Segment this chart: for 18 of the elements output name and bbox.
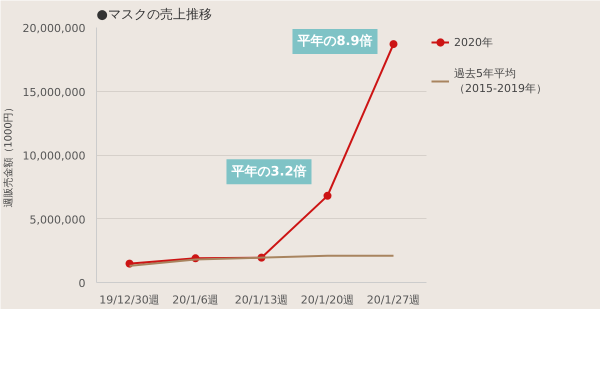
legend-label: 2020年 — [454, 34, 493, 50]
y-tick-label: 0 — [78, 277, 86, 290]
x-tick-label: 19/12/30週 — [99, 294, 160, 306]
annotation: 平年の8.9倍 — [296, 33, 372, 49]
y-tick-label: 10,000,000 — [22, 150, 86, 162]
y-tick-label: 20,000,000 — [22, 22, 86, 35]
point — [390, 40, 398, 48]
x-tick-label: 20/1/27週 — [366, 294, 420, 306]
x-tick-label: 20/1/13週 — [234, 294, 288, 306]
y-axis-title: 週販売金額（1000円） — [2, 102, 15, 208]
chart-title: ●マスクの売上推移 — [96, 8, 212, 22]
x-tick-label: 20/1/20週 — [300, 294, 354, 306]
y-tick-label: 15,000,000 — [22, 86, 86, 99]
annotation: 平年の3.2倍 — [230, 163, 306, 180]
x-tick-label: 20/1/6週 — [172, 294, 219, 306]
y-tick-label: 5,000,000 — [30, 213, 86, 226]
point — [324, 192, 332, 200]
legend-label: 過去5年平均（2015-2019年） — [454, 66, 547, 96]
